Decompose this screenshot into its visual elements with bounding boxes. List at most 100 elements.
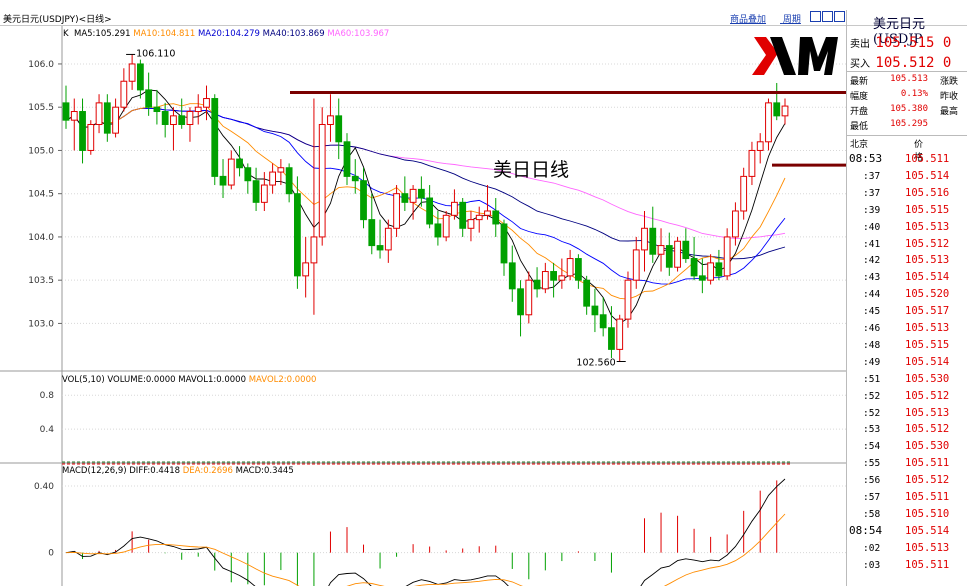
tick-row: :39 105.515 [847, 202, 967, 219]
candle [484, 210, 491, 216]
candle [269, 171, 277, 186]
y-tick-label: 0 [48, 549, 54, 559]
tick-price: 105.512 [905, 389, 950, 402]
layout-icon-3[interactable] [834, 11, 845, 22]
candle [194, 106, 202, 113]
tick-price: 105.513 [905, 220, 950, 233]
candle [698, 275, 706, 281]
candle [294, 193, 301, 277]
candle [260, 184, 268, 203]
high-label: 106.110 [136, 48, 175, 59]
tick-price: 105.516 [905, 186, 950, 199]
candle [674, 240, 681, 268]
candle [451, 201, 458, 216]
tick-price: 105.513 [905, 254, 950, 267]
tick-row: :55 105.511 [847, 455, 967, 472]
candle [475, 214, 483, 221]
candle [277, 167, 285, 173]
tick-price: 105.514 [905, 169, 950, 182]
tick-time: :37 [863, 170, 881, 182]
y-tick-label: 103.5 [28, 276, 54, 286]
candle [219, 175, 227, 186]
tick-row: :37 105.514 [847, 168, 967, 185]
candle [252, 180, 260, 203]
candle [740, 175, 748, 212]
candle [417, 188, 425, 199]
sell-price: 105.515 0 [875, 35, 952, 51]
candle [95, 102, 103, 125]
volume-legend: VOL(5,10) VOLUME:0.0000 MAVOL1:0.0000 MA… [62, 375, 316, 385]
tick-price: 105.510 [905, 507, 950, 520]
tick-price: 105.512 [905, 423, 950, 436]
macd-label: MACD(12,26,9) [62, 466, 127, 476]
candle [401, 193, 409, 203]
candle [558, 275, 566, 281]
tick-time: :39 [863, 204, 881, 216]
y-tick-label: 105.5 [28, 103, 54, 113]
ma10-legend: MA10:104.811 [133, 29, 196, 39]
layout-icon-2[interactable] [822, 11, 833, 22]
tick-row: :52 105.513 [847, 405, 967, 422]
candle [302, 262, 310, 277]
candle [87, 123, 95, 151]
y-tick-label: 103.0 [28, 319, 54, 329]
overlay-commodity-link[interactable]: 商品叠加 [730, 15, 767, 25]
y-tick-label: 104.0 [28, 233, 54, 243]
tick-row: :41 105.512 [847, 236, 967, 253]
candle [525, 279, 533, 316]
candle [327, 115, 334, 125]
tick-time: :42 [863, 255, 881, 267]
candle [351, 175, 359, 182]
window-title: 美元日元(USDJPY)<日线> [3, 15, 112, 25]
tick-row: 08:54 105.514 [847, 523, 967, 540]
stat-value: 105.513 [890, 74, 928, 84]
candle [128, 63, 136, 82]
candle [153, 106, 161, 113]
tick-price: 105.513 [905, 541, 950, 554]
stat-value: 105.380 [890, 104, 928, 114]
tick-price: 105.511 [905, 457, 950, 470]
candle [120, 80, 128, 108]
stat-row: 最新 105.513 涨跌 [850, 74, 967, 87]
window-controls [810, 11, 846, 25]
y-tick-label: 105.0 [28, 146, 54, 156]
tick-price: 105.513 [905, 406, 950, 419]
candle [318, 123, 326, 238]
sell-row: 卖出 105.515 0 [850, 35, 951, 51]
price-grid [0, 26, 846, 586]
stat-label: 最新 [850, 77, 869, 87]
tick-time: :58 [863, 508, 881, 520]
candle [632, 249, 640, 281]
layout-icon-1[interactable] [810, 11, 821, 22]
mavol2-value: MAVOL2:0.0000 [248, 375, 317, 385]
candle [748, 149, 756, 177]
tick-price: 105.512 [905, 474, 950, 487]
buy-price: 105.512 0 [875, 55, 952, 71]
price-axis: 106.0 105.5 105.0 104.5 104.0 103.5 103.0 [28, 60, 62, 329]
y-tick-label: 106.0 [28, 60, 54, 70]
buy-label: 买入 [850, 59, 870, 70]
stat-label: 昨收 [940, 92, 959, 102]
period-link[interactable]: 周期 [782, 15, 801, 25]
tick-price: 105.511 [905, 558, 950, 571]
diff-value: DIFF:0.4418 [129, 466, 181, 476]
tick-row: :40 105.513 [847, 219, 967, 236]
stat-row: 开盘 105.380 最高 [850, 104, 967, 117]
candle [665, 245, 673, 268]
candle [624, 279, 632, 320]
tick-time: :02 [863, 542, 881, 554]
candle [608, 327, 615, 350]
volume-pane: 0.8 0.4 [40, 391, 846, 465]
candle [244, 167, 252, 182]
tick-time: :55 [863, 458, 881, 470]
candle [773, 102, 781, 117]
ma20-line [65, 107, 786, 285]
mavol1-value: MAVOL1:0.0000 [178, 375, 246, 385]
tick-price: 105.515 [905, 203, 950, 216]
candle [112, 106, 119, 134]
window-header: 美元日元(USDJPY)<日线> 商品叠加 周期 [0, 9, 967, 26]
candle [70, 111, 78, 121]
y-tick-label: 0.4 [40, 425, 55, 435]
candle [682, 240, 690, 260]
